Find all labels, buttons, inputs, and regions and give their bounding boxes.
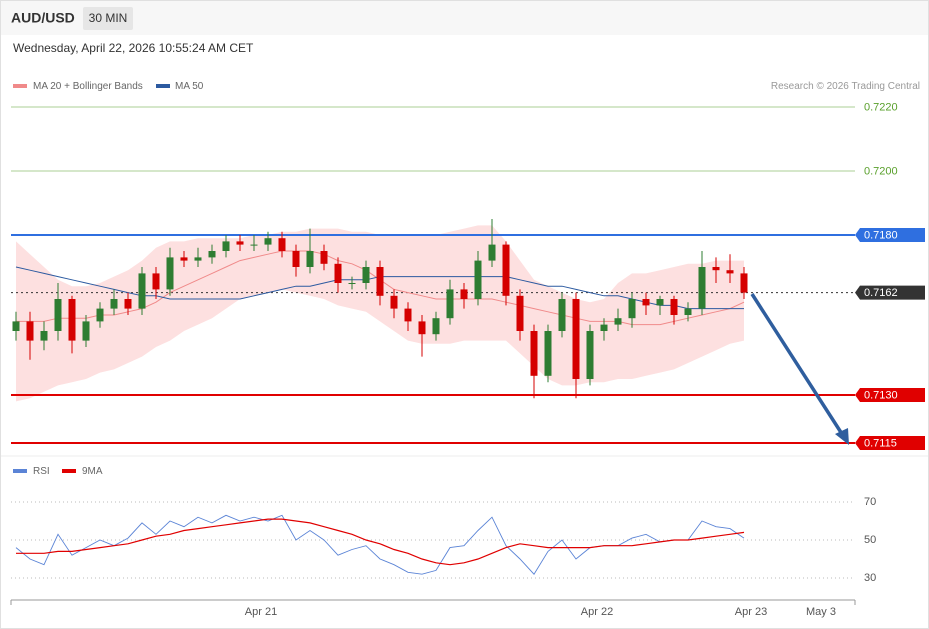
candle-body <box>376 267 384 296</box>
candle-body <box>684 308 692 315</box>
legend-swatch <box>156 84 170 88</box>
legend-label: MA 50 <box>175 81 204 92</box>
candle-body <box>110 299 118 309</box>
candle-body <box>432 318 440 335</box>
candle-body <box>166 257 174 290</box>
level-label-box <box>855 228 925 242</box>
legend-label: 9MA <box>82 466 103 477</box>
candle-body <box>390 295 398 309</box>
plot: 0.7220 0.7200 0.7180 0.7162 0.7130 0.7115 Apr … <box>11 101 925 618</box>
level-label-box <box>855 285 925 300</box>
candle-body <box>334 263 342 283</box>
candle-body <box>670 299 678 315</box>
candle-body <box>698 267 706 309</box>
forecast-arrowhead <box>835 428 849 445</box>
y-tick-label: 50 <box>864 534 876 546</box>
candle-body <box>544 331 552 376</box>
candle-body <box>12 321 20 331</box>
candle-body <box>320 251 328 264</box>
candle-body <box>40 331 48 341</box>
candle-body <box>278 238 286 251</box>
candle-body <box>446 289 454 319</box>
candle-body <box>572 299 580 379</box>
candle-body <box>68 299 76 341</box>
candle-body <box>656 299 664 306</box>
candle-body <box>306 251 314 267</box>
candle-body <box>418 321 426 335</box>
bollinger-band <box>16 225 744 402</box>
candle-body <box>600 324 608 331</box>
candle-body <box>362 267 370 283</box>
level-label: 0.7162 <box>864 287 898 299</box>
candle-body <box>82 321 90 341</box>
y-tick-label: 70 <box>864 496 876 508</box>
candle-body <box>138 273 146 309</box>
candle-body <box>712 267 720 271</box>
candle-body <box>264 238 272 245</box>
candle-body <box>628 299 636 319</box>
interval-box <box>83 7 133 30</box>
top-bar <box>1 1 928 35</box>
candle-body <box>488 244 496 261</box>
candle-body <box>502 244 510 296</box>
rsi-line <box>15 514 745 575</box>
legend-swatch <box>62 469 76 473</box>
candle-body <box>348 283 356 284</box>
candle-body <box>516 295 524 331</box>
level-label: 0.7130 <box>864 389 898 401</box>
candle-body <box>54 299 62 331</box>
level-label: 0.7200 <box>864 165 898 177</box>
candle-body <box>236 241 244 245</box>
level-label-box <box>855 388 925 402</box>
candle-body <box>96 308 104 322</box>
candle-body <box>586 331 594 379</box>
candle-body <box>740 273 748 293</box>
candle-body <box>26 321 34 341</box>
candle-body <box>474 260 482 299</box>
level-label: 0.7115 <box>864 437 897 449</box>
candle-body <box>208 251 216 258</box>
datetime: Wednesday, April 22, 2026 10:55:24 AM CE… <box>13 41 254 55</box>
legend-label: MA 20 + Bollinger Bands <box>33 81 143 92</box>
x-tick-label: Apr 23 <box>735 606 767 618</box>
copyright: Research © 2026 Trading Central <box>771 81 920 92</box>
candle-body <box>124 299 132 309</box>
legend-swatch <box>13 469 27 473</box>
candle-body <box>614 318 622 325</box>
candle-body <box>726 270 734 274</box>
level-label-box <box>855 436 925 450</box>
legend-label: RSI <box>33 466 50 477</box>
x-tick-label: May 3 <box>806 606 836 618</box>
candle-body <box>530 331 538 376</box>
y-tick-label: 30 <box>864 572 876 584</box>
interval: 30 MIN <box>89 11 128 25</box>
candle-body <box>460 289 468 299</box>
symbol: AUD/USD <box>11 10 75 26</box>
candle-body <box>404 308 412 322</box>
candle-body <box>152 273 160 290</box>
candle-body <box>194 257 202 261</box>
x-tick-label: Apr 21 <box>245 606 277 618</box>
x-tick-label: Apr 22 <box>581 606 613 618</box>
candle-body <box>292 251 300 267</box>
candle-body <box>180 257 188 261</box>
level-label: 0.7220 <box>864 101 898 113</box>
level-label: 0.7180 <box>864 229 898 241</box>
candle-body <box>250 244 258 246</box>
legend-swatch <box>13 84 27 88</box>
rsi-line <box>16 518 745 566</box>
candle-body <box>222 241 230 251</box>
forecast-arrow <box>750 293 844 435</box>
candle-body <box>642 299 650 306</box>
candle-body <box>558 299 566 331</box>
